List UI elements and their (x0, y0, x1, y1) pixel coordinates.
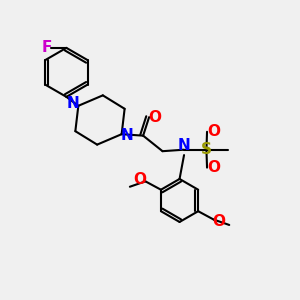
Text: O: O (207, 160, 220, 175)
Text: O: O (207, 124, 220, 139)
Text: N: N (178, 138, 190, 153)
Text: O: O (148, 110, 161, 125)
Text: N: N (67, 96, 79, 111)
Text: S: S (201, 142, 212, 157)
Text: N: N (121, 128, 134, 143)
Text: O: O (213, 214, 226, 229)
Text: F: F (42, 40, 52, 56)
Text: O: O (134, 172, 146, 188)
